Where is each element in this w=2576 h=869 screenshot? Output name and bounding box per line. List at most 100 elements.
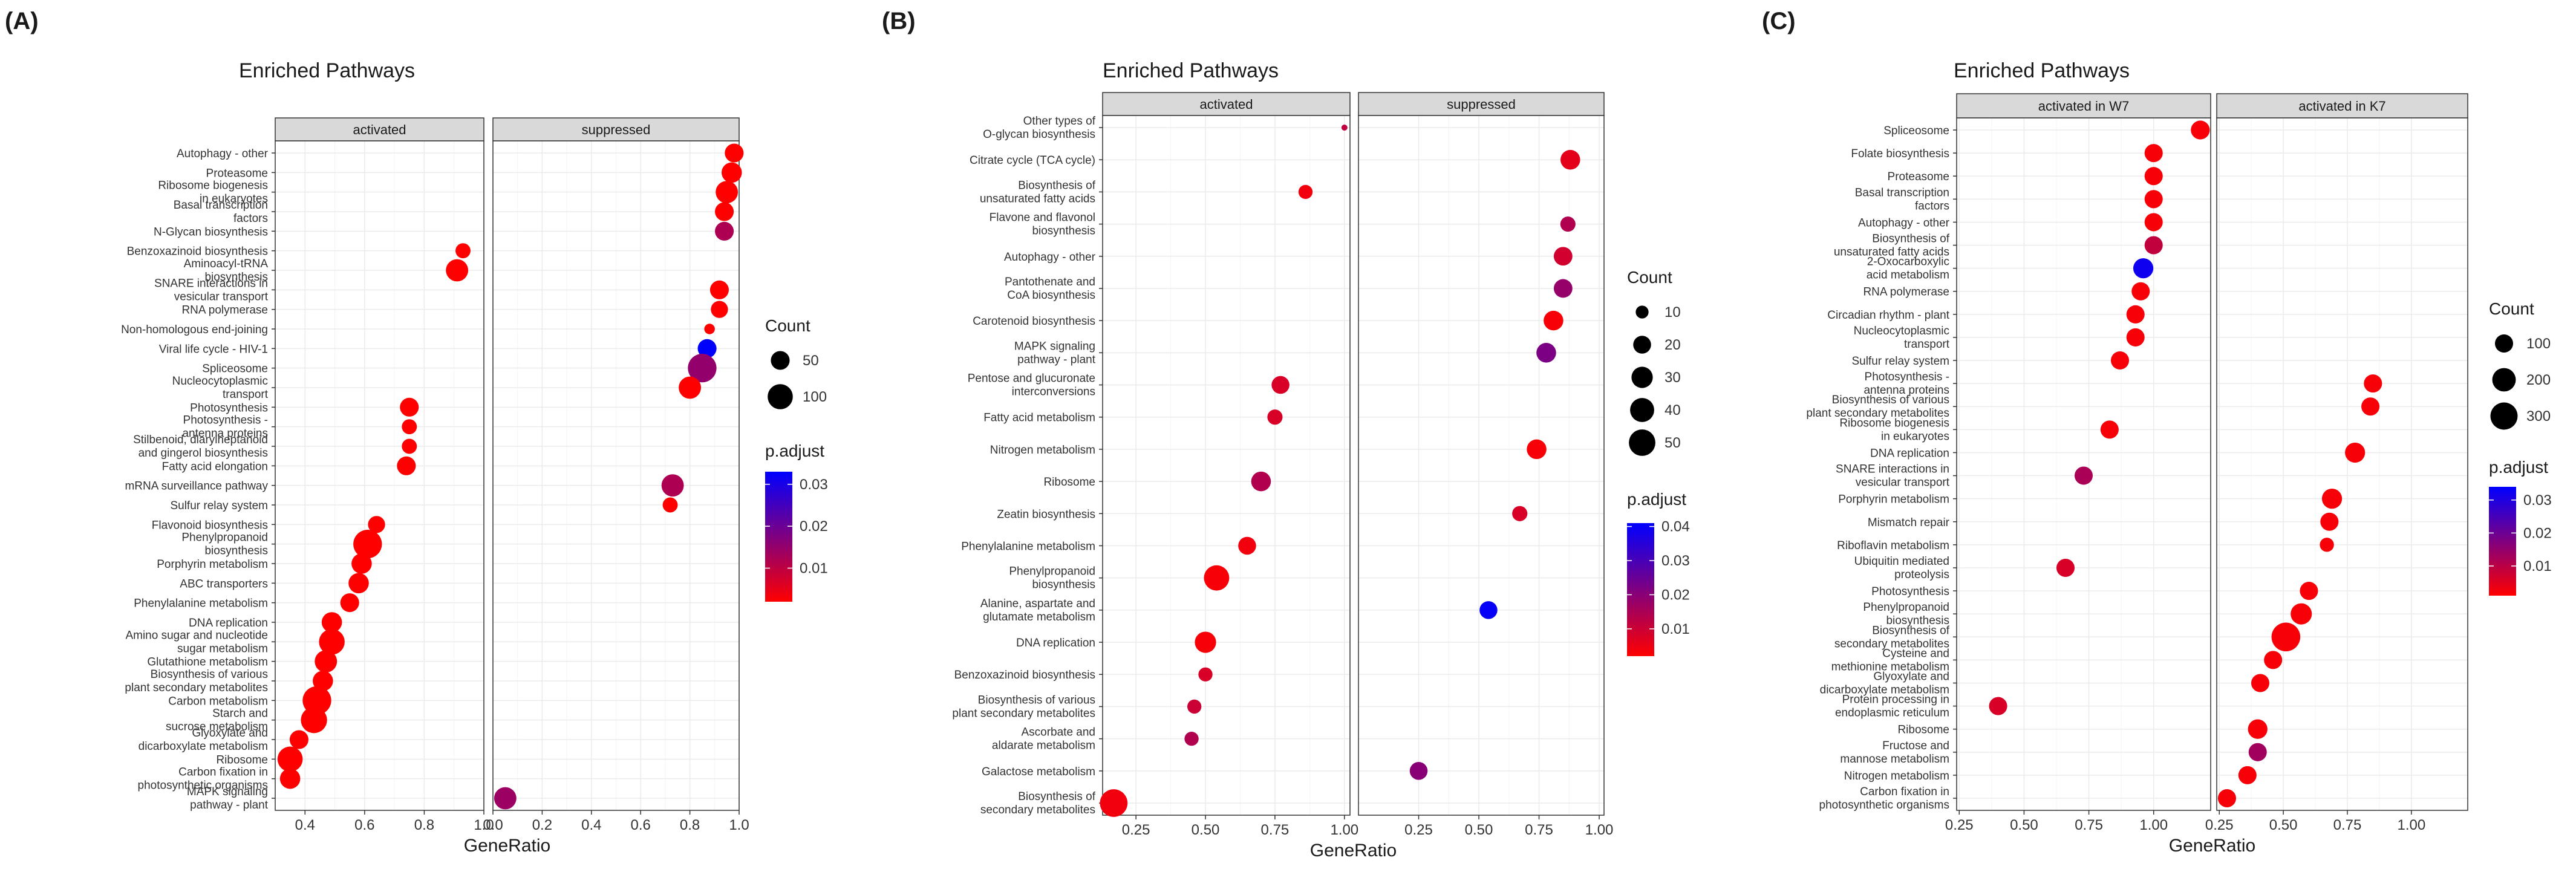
x-tick-label: 0.8 (680, 817, 700, 833)
x-tick-label: 0.50 (1465, 822, 1493, 838)
chart-title: Enriched Pathways (1954, 59, 2130, 82)
facet-strip-label: activated (1199, 97, 1253, 112)
data-point (2251, 674, 2270, 692)
y-tick-label: Phenylpropanoid (181, 532, 268, 544)
y-tick-label: Basal transcription (174, 199, 268, 212)
y-tick-label: Pentose and glucuronate (968, 373, 1095, 385)
data-point (279, 768, 301, 789)
y-tick-label: Stilbenoid, diarylheptanoid (133, 434, 268, 446)
y-tick-label: Phenylpropanoid (1863, 601, 1949, 614)
y-tick-label: Ribosome biogenesis (158, 180, 268, 192)
y-tick-label: interconversions (1012, 386, 1095, 399)
data-point (1409, 762, 1428, 780)
data-point (2238, 766, 2257, 784)
data-point (2248, 719, 2268, 739)
y-tick-label: transport (1904, 338, 1950, 351)
facet-background (1957, 118, 2211, 810)
legend-count-key (1635, 305, 1649, 319)
x-tick-label: 0.50 (2010, 817, 2038, 833)
y-tick-label: Fructose and (1882, 740, 1949, 752)
y-tick-label: proteolysis (1894, 568, 1949, 581)
y-tick-label: Porphyrin metabolism (157, 558, 268, 571)
data-point (2217, 789, 2236, 808)
x-tick-label: 0.4 (295, 817, 315, 833)
y-tick-label: Biosynthesis of (1872, 233, 1950, 246)
y-tick-label: Citrate cycle (TCA cycle) (970, 154, 1095, 167)
x-tick-label: 0.50 (2269, 817, 2298, 833)
y-tick-label: SNARE interactions in (154, 277, 268, 290)
data-point (1553, 247, 1573, 266)
data-point (348, 573, 369, 594)
data-point (1195, 631, 1216, 653)
y-tick-label: factors (233, 212, 268, 225)
y-tick-label: Sulfur relay system (1851, 355, 1949, 368)
y-tick-label: Ubiquitin mediated (1854, 555, 1949, 568)
x-tick-label: 0.75 (2333, 817, 2362, 833)
data-point (446, 259, 469, 282)
data-point (716, 181, 739, 204)
y-tick-label: Photosynthesis - (183, 414, 268, 427)
data-point (2074, 466, 2093, 485)
data-point (1479, 601, 1498, 619)
y-tick-label: unsaturated fatty acids (980, 192, 1095, 205)
panel-label: (A) (5, 8, 39, 34)
data-point (2126, 328, 2145, 347)
y-tick-label: Biosynthesis of various (978, 694, 1095, 706)
y-tick-label: Mismatch repair (1868, 516, 1950, 529)
y-tick-label: Benzoxazinoid biosynthesis (954, 669, 1095, 682)
legend-count-label: 200 (2526, 372, 2551, 388)
x-tick-label: 1.00 (1585, 822, 1614, 838)
x-axis-title: GeneRatio (464, 836, 550, 856)
legend-count-key (771, 351, 790, 370)
x-tick-label: 1.00 (2139, 817, 2168, 833)
y-tick-label: Ribosome biogenesis (1839, 417, 1949, 429)
y-tick-label: sucrose metabolism (166, 721, 268, 734)
x-tick-label: 0.75 (2075, 817, 2103, 833)
y-tick-label: dicarboxylate metabolism (1820, 683, 1949, 696)
y-tick-label: Biosynthesis of (1872, 624, 1950, 637)
x-tick-label: 0.25 (2205, 817, 2234, 833)
y-tick-label: Photosynthesis (1871, 585, 1949, 598)
y-tick-label: Phenylalanine metabolism (134, 597, 268, 610)
data-point (351, 553, 372, 574)
y-tick-label: dicarboxylate metabolism (139, 740, 268, 753)
data-point (661, 474, 684, 497)
y-tick-label: 2-Oxocarboxylic (1867, 256, 1949, 269)
y-tick-label: Flavonoid biosynthesis (152, 519, 268, 532)
legend-count-label: 10 (1665, 304, 1681, 321)
legend-count-title: Count (765, 316, 810, 335)
colorbar-tick-label: 0.03 (800, 477, 828, 493)
data-point (688, 354, 717, 383)
legend-count-key (2494, 334, 2514, 353)
y-tick-label: Carbon metabolism (168, 695, 268, 708)
data-point (340, 593, 359, 613)
data-point (704, 324, 715, 334)
y-tick-label: Nitrogen metabolism (1844, 770, 1949, 783)
facet-border (275, 140, 484, 811)
x-axis-title: GeneRatio (2169, 836, 2255, 856)
y-tick-label: Pantothenate and (1005, 276, 1095, 288)
facet-strip-label: suppressed (582, 122, 651, 137)
padj-colorbar (2489, 487, 2516, 596)
data-point (2264, 651, 2283, 669)
x-tick-label: 0.6 (631, 817, 651, 833)
x-tick-label: 0.25 (1945, 817, 1974, 833)
data-point (2144, 167, 2163, 186)
legend-count-title: Count (2489, 299, 2534, 318)
y-tick-label: Biosynthesis of (1018, 790, 1096, 803)
x-tick-label: 1.0 (474, 817, 494, 833)
colorbar-tick-label: 0.03 (1661, 553, 1690, 569)
y-tick-label: Ascorbate and (1021, 726, 1095, 739)
y-tick-label: transport (223, 388, 269, 401)
x-tick-label: 0.75 (1525, 822, 1553, 838)
data-point (402, 419, 417, 435)
y-tick-label: plant secondary metabolites (952, 707, 1095, 720)
data-point (2191, 120, 2210, 140)
data-point (2345, 442, 2366, 463)
colorbar-tick-label: 0.01 (800, 561, 828, 577)
data-point (715, 221, 734, 241)
y-tick-label: factors (1915, 200, 1949, 212)
y-tick-label: Cysteine and (1882, 647, 1949, 660)
y-tick-label: Phenylalanine metabolism (961, 540, 1095, 553)
y-tick-label: vesicular transport (1856, 477, 1950, 489)
